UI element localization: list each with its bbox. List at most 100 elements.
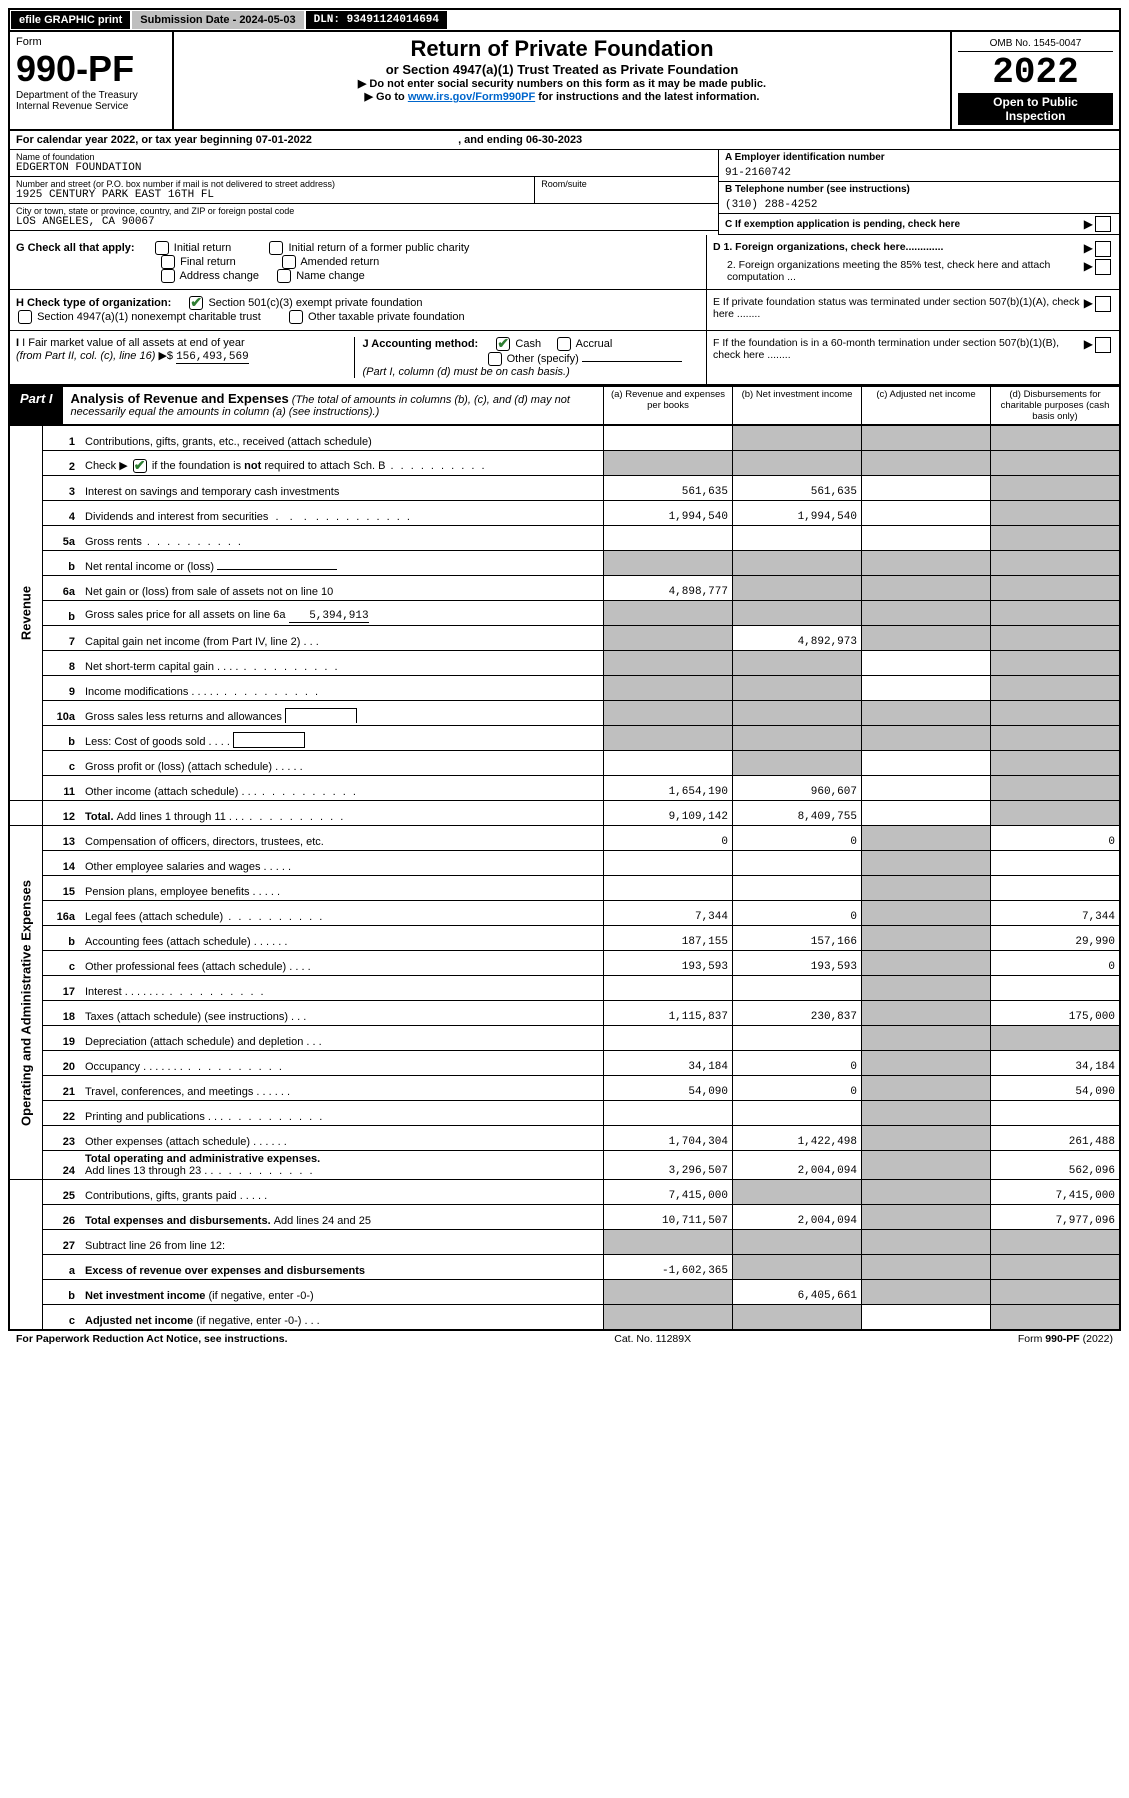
city: LOS ANGELES, CA 90067 xyxy=(16,216,712,228)
address: 1925 CENTURY PARK EAST 16TH FL xyxy=(16,189,528,201)
part1-table: Revenue 1 Contributions, gifts, grants, … xyxy=(8,426,1121,1331)
name-label: Name of foundation xyxy=(16,152,712,162)
line16a: Legal fees (attach schedule) xyxy=(81,901,604,926)
omb: OMB No. 1545-0047 xyxy=(958,36,1113,52)
c-label: C If exemption application is pending, c… xyxy=(725,219,1084,230)
line6b: Gross sales price for all assets on line… xyxy=(81,601,604,626)
line5a: Gross rents xyxy=(81,526,604,551)
line10c: Gross profit or (loss) (attach schedule)… xyxy=(81,751,604,776)
j-label: J Accounting method: xyxy=(363,338,479,350)
f-chk[interactable] xyxy=(1095,337,1111,353)
irs: Internal Revenue Service xyxy=(16,101,166,112)
dln: DLN: 93491124014694 xyxy=(306,11,447,29)
j-other-chk[interactable] xyxy=(488,352,502,366)
foundation-name: EDGERTON FOUNDATION xyxy=(16,162,712,174)
d1-label: D 1. Foreign organizations, check here..… xyxy=(713,241,943,253)
ein: 91-2160742 xyxy=(725,167,1113,179)
line11: Other income (attach schedule) . . . xyxy=(81,776,604,801)
c-checkbox[interactable] xyxy=(1095,216,1111,232)
calendar-year-row: For calendar year 2022, or tax year begi… xyxy=(8,131,1121,150)
line25: Contributions, gifts, grants paid . . . … xyxy=(81,1180,604,1205)
line26: Total expenses and disbursements. Add li… xyxy=(81,1205,604,1230)
col-b-hdr: (b) Net investment income xyxy=(732,387,861,424)
d1-chk[interactable] xyxy=(1095,241,1111,257)
form-note2: ▶ Go to www.irs.gov/Form990PF for instru… xyxy=(180,90,944,103)
line21: Travel, conferences, and meetings . . . … xyxy=(81,1076,604,1101)
footer: For Paperwork Reduction Act Notice, see … xyxy=(8,1331,1121,1347)
line14: Other employee salaries and wages . . . … xyxy=(81,851,604,876)
line10b: Less: Cost of goods sold . . . . xyxy=(81,726,604,751)
line17: Interest . . . . . . . xyxy=(81,976,604,1001)
e-label: E If private foundation status was termi… xyxy=(713,296,1084,320)
line12: Total. Add lines 1 through 11 . . . xyxy=(81,801,604,826)
d2-label: 2. Foreign organizations meeting the 85%… xyxy=(713,259,1084,283)
line3: Interest on savings and temporary cash i… xyxy=(81,476,604,501)
line27a: Excess of revenue over expenses and disb… xyxy=(81,1255,604,1280)
j-accrual-chk[interactable] xyxy=(557,337,571,351)
line27b: Net investment income (if negative, ente… xyxy=(81,1280,604,1305)
line23: Other expenses (attach schedule) . . . .… xyxy=(81,1126,604,1151)
schb-chk[interactable] xyxy=(133,459,147,473)
j-cash-chk[interactable] xyxy=(496,337,510,351)
form-code: 990-PF xyxy=(16,48,166,90)
h-4947-chk[interactable] xyxy=(18,310,32,324)
i-label: I Fair market value of all assets at end… xyxy=(22,337,245,349)
form-label: Form xyxy=(16,36,166,48)
line9: Income modifications . . . . . xyxy=(81,676,604,701)
col-c-hdr: (c) Adjusted net income xyxy=(861,387,990,424)
e-chk[interactable] xyxy=(1095,296,1111,312)
line4: Dividends and interest from securities .… xyxy=(81,501,604,526)
line15: Pension plans, employee benefits . . . .… xyxy=(81,876,604,901)
form-note1: ▶ Do not enter social security numbers o… xyxy=(180,77,944,90)
fmv-value: 156,493,569 xyxy=(176,351,249,364)
line10a: Gross sales less returns and allowances xyxy=(81,701,604,726)
phone: (310) 288-4252 xyxy=(725,199,1113,211)
footer-right: Form 990-PF (2022) xyxy=(1018,1333,1113,1345)
tax-year: 2022 xyxy=(958,52,1113,93)
efile-btn[interactable]: efile GRAPHIC print xyxy=(11,11,130,29)
line2: Check ▶ if the foundation is not require… xyxy=(81,451,604,476)
part1-heading: Analysis of Revenue and Expenses xyxy=(71,391,289,406)
g-amended-chk[interactable] xyxy=(282,255,296,269)
g-addr-chk[interactable] xyxy=(161,269,175,283)
j-note: (Part I, column (d) must be on cash basi… xyxy=(363,366,570,378)
d2-chk[interactable] xyxy=(1095,259,1111,275)
col-a-hdr: (a) Revenue and expenses per books xyxy=(603,387,732,424)
line5b: Net rental income or (loss) xyxy=(81,551,604,576)
line8: Net short-term capital gain . . . . xyxy=(81,651,604,676)
line16b: Accounting fees (attach schedule) . . . … xyxy=(81,926,604,951)
line13: Compensation of officers, directors, tru… xyxy=(81,826,604,851)
dept: Department of the Treasury xyxy=(16,90,166,101)
line27c: Adjusted net income (if negative, enter … xyxy=(81,1305,604,1331)
h-other-chk[interactable] xyxy=(289,310,303,324)
phone-label: B Telephone number (see instructions) xyxy=(725,184,1113,195)
line7: Capital gain net income (from Part IV, l… xyxy=(81,626,604,651)
part1-tag: Part I xyxy=(10,387,63,424)
open-public: Open to Public Inspection xyxy=(958,93,1113,125)
form-title: Return of Private Foundation xyxy=(180,36,944,62)
top-bar: efile GRAPHIC print Submission Date - 20… xyxy=(8,8,1121,32)
g-final-chk[interactable] xyxy=(161,255,175,269)
col-d-hdr: (d) Disbursements for charitable purpose… xyxy=(990,387,1119,424)
line16c: Other professional fees (attach schedule… xyxy=(81,951,604,976)
g-label: G Check all that apply: xyxy=(16,242,135,254)
line6a: Net gain or (loss) from sale of assets n… xyxy=(81,576,604,601)
line22: Printing and publications . . . xyxy=(81,1101,604,1126)
room-label: Room/suite xyxy=(541,179,712,189)
g-initial-chk[interactable] xyxy=(155,241,169,255)
submission-date: Submission Date - 2024-05-03 xyxy=(132,11,303,29)
footer-mid: Cat. No. 11289X xyxy=(614,1333,691,1345)
ein-label: A Employer identification number xyxy=(725,152,1113,163)
form-header: Form 990-PF Department of the Treasury I… xyxy=(8,32,1121,131)
footer-left: For Paperwork Reduction Act Notice, see … xyxy=(16,1333,288,1345)
form990pf-link[interactable]: www.irs.gov/Form990PF xyxy=(408,91,535,103)
g-name-chk[interactable] xyxy=(277,269,291,283)
g-former-chk[interactable] xyxy=(269,241,283,255)
line18: Taxes (attach schedule) (see instruction… xyxy=(81,1001,604,1026)
line19: Depreciation (attach schedule) and deple… xyxy=(81,1026,604,1051)
line1: Contributions, gifts, grants, etc., rece… xyxy=(81,426,604,451)
revenue-label: Revenue xyxy=(19,586,34,640)
h-c3-chk[interactable] xyxy=(189,296,203,310)
h-label: H Check type of organization: xyxy=(16,297,171,309)
addr-label: Number and street (or P.O. box number if… xyxy=(16,179,528,189)
